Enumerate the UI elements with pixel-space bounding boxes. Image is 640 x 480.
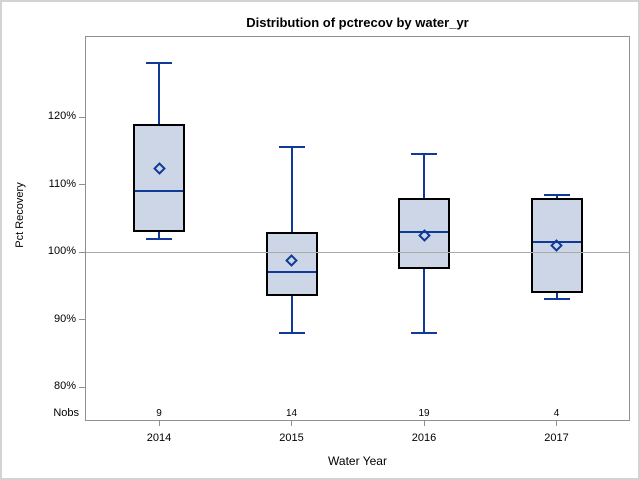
- lower-whisker-cap: [146, 237, 172, 240]
- y-axis-tick: [79, 184, 85, 185]
- reference-line-100pct: [86, 251, 630, 253]
- lower-whisker-cap: [278, 332, 305, 334]
- nobs-row-label: Nobs: [53, 407, 79, 419]
- y-axis-tick: [79, 251, 85, 253]
- lower-whisker: [290, 295, 293, 333]
- y-axis-tick-label: 80%: [53, 380, 76, 392]
- plot-frame: [85, 36, 630, 421]
- upper-whisker-cap: [411, 153, 437, 156]
- upper-whisker: [555, 194, 558, 198]
- y-axis-tick-label: 120%: [47, 110, 76, 122]
- upper-whisker: [423, 154, 425, 198]
- lower-whisker-cap: [411, 332, 437, 334]
- upper-whisker-cap: [278, 146, 305, 149]
- y-axis-tick: [79, 116, 85, 118]
- box-body: [265, 231, 318, 296]
- y-axis-tick: [79, 386, 85, 388]
- median-line: [532, 240, 581, 243]
- upper-whisker: [290, 147, 293, 232]
- x-axis-tick: [556, 421, 557, 426]
- x-axis-tick: [158, 421, 160, 426]
- x-axis-tick-label: 2014: [146, 432, 172, 444]
- y-axis-tick-label: 100%: [47, 245, 76, 257]
- upper-whisker-cap: [543, 193, 570, 196]
- lower-whisker: [423, 268, 425, 333]
- y-axis-tick: [79, 319, 85, 320]
- box-body: [530, 198, 583, 293]
- median-line: [135, 190, 183, 193]
- box-body: [398, 198, 450, 269]
- y-axis-tick-label: 90%: [53, 312, 76, 325]
- lower-whisker-cap: [543, 298, 570, 301]
- x-axis-tick: [291, 421, 292, 426]
- median-line: [267, 271, 316, 274]
- x-axis-tick: [423, 421, 425, 426]
- nobs-value: 14: [285, 408, 298, 419]
- lower-whisker: [158, 231, 160, 239]
- y-axis-title: Pct Recovery: [14, 182, 26, 248]
- x-axis-title: Water Year: [328, 454, 387, 468]
- box-body: [133, 123, 185, 232]
- y-axis-tick-label: 110%: [48, 177, 76, 190]
- nobs-value: 9: [156, 408, 162, 419]
- nobs-value: 19: [418, 408, 430, 419]
- lower-whisker: [555, 292, 558, 300]
- median-line: [400, 230, 448, 233]
- upper-whisker-cap: [146, 62, 172, 64]
- x-axis-tick-label: 2016: [411, 432, 437, 444]
- nobs-value: 4: [553, 408, 560, 419]
- chart-title: Distribution of pctrecov by water_yr: [246, 15, 469, 30]
- x-axis-tick-label: 2017: [544, 432, 569, 444]
- x-axis-tick-label: 2015: [279, 432, 304, 444]
- upper-whisker: [158, 63, 160, 124]
